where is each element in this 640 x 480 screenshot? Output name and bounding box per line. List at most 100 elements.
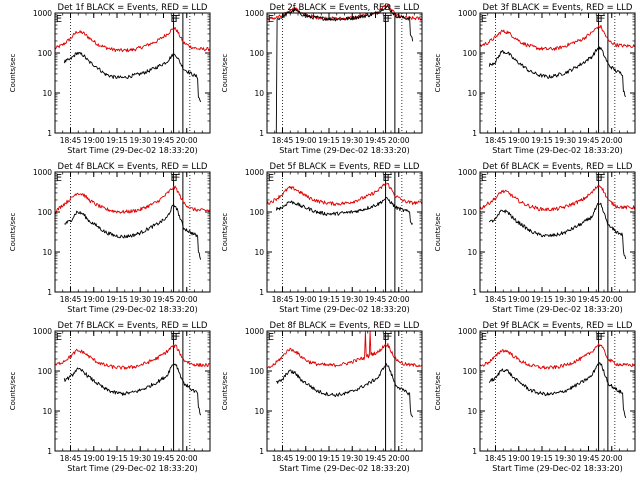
x-tick-label: 19:45 xyxy=(365,136,387,145)
y-tick-label: 1 xyxy=(259,288,264,297)
x-tick-label: 20:00 xyxy=(388,136,410,145)
e-marker: E xyxy=(595,173,601,184)
e-marker: E xyxy=(481,173,487,184)
x-tick-label: 19:00 xyxy=(83,295,105,304)
e-marker: E xyxy=(595,14,601,25)
series-events xyxy=(64,204,202,260)
x-tick-label: 19:30 xyxy=(554,136,576,145)
x-tick-label: 19:15 xyxy=(531,136,553,145)
x-tick-label: 20:00 xyxy=(601,136,623,145)
e-marker: E xyxy=(481,14,487,25)
y-tick-label: 100 xyxy=(250,208,265,217)
x-axis-label: Start Time (29-Dec-02 18:33:20) xyxy=(279,464,410,473)
panel-det-6: Det 6f BLACK = Events, RED = LLD Counts/s… xyxy=(434,162,636,314)
x-tick-label: 19:00 xyxy=(508,295,530,304)
y-tick-label: 1000 xyxy=(458,168,477,177)
x-axis-label: Start Time (29-Dec-02 18:33:20) xyxy=(67,464,198,473)
x-tick-label: 20:00 xyxy=(388,454,410,463)
x-tick-label: 20:00 xyxy=(388,295,410,304)
gap-label: F xyxy=(387,173,393,184)
series-lld xyxy=(54,26,211,53)
series-events xyxy=(488,46,627,97)
y-tick-label: 10 xyxy=(467,248,477,257)
gap-label: F xyxy=(387,14,393,25)
y-tick-label: 1000 xyxy=(33,327,52,336)
y-tick-label: 1000 xyxy=(33,9,52,18)
x-tick-label: 18:45 xyxy=(60,136,82,145)
panel-title: Det 4f BLACK = Events, RED = LLD xyxy=(58,162,208,172)
panel-det-9: Det 9f BLACK = Events, RED = LLD Counts/s… xyxy=(434,321,636,473)
gap-label: F xyxy=(600,14,606,25)
e-marker: E xyxy=(56,14,62,25)
series-lld xyxy=(54,185,211,214)
x-tick-label: 19:45 xyxy=(365,295,387,304)
gap-label: F xyxy=(175,173,181,184)
x-tick-label: 19:00 xyxy=(508,136,530,145)
x-tick-label: 19:45 xyxy=(153,136,175,145)
x-axis-label: Start Time (29-Dec-02 18:33:20) xyxy=(67,146,198,155)
e-marker: E xyxy=(268,14,274,25)
x-tick-label: 20:00 xyxy=(601,454,623,463)
x-tick-label: 20:00 xyxy=(176,295,198,304)
x-tick-label: 18:45 xyxy=(60,295,82,304)
y-axis-label: Counts/sec xyxy=(434,54,442,93)
y-tick-label: 1 xyxy=(47,129,52,138)
y-tick-label: 1 xyxy=(259,447,264,456)
x-tick-label: 19:30 xyxy=(129,136,151,145)
x-tick-label: 19:00 xyxy=(295,454,317,463)
series-events xyxy=(63,363,202,416)
series-events xyxy=(488,202,627,260)
y-tick-label: 100 xyxy=(38,367,53,376)
gap-label: F xyxy=(175,14,181,25)
series-events xyxy=(488,362,627,419)
gap-label: F xyxy=(600,332,606,343)
y-axis-label: Counts/sec xyxy=(221,372,229,411)
y-tick-label: 100 xyxy=(38,208,53,217)
series-lld xyxy=(266,330,423,369)
e-marker: E xyxy=(595,332,601,343)
e-marker: E xyxy=(170,332,176,343)
x-tick-label: 18:45 xyxy=(272,295,294,304)
x-tick-label: 19:30 xyxy=(341,136,363,145)
y-tick-label: 100 xyxy=(463,49,478,58)
y-axis-label: Counts/sec xyxy=(9,372,17,411)
x-tick-label: 19:45 xyxy=(578,454,600,463)
y-tick-label: 100 xyxy=(463,208,478,217)
x-axis-label: Start Time (29-Dec-02 18:33:20) xyxy=(492,146,623,155)
x-tick-label: 19:00 xyxy=(295,295,317,304)
x-tick-label: 19:15 xyxy=(106,136,128,145)
e-marker: E xyxy=(268,332,274,343)
x-tick-label: 20:00 xyxy=(601,295,623,304)
x-tick-label: 19:15 xyxy=(106,295,128,304)
e-marker: E xyxy=(382,173,388,184)
x-tick-label: 19:00 xyxy=(295,136,317,145)
x-tick-label: 19:00 xyxy=(83,454,105,463)
series-events xyxy=(63,51,202,103)
y-tick-label: 1 xyxy=(472,288,477,297)
y-tick-label: 1000 xyxy=(245,168,264,177)
gap-label: F xyxy=(600,173,606,184)
x-tick-label: 19:15 xyxy=(318,454,340,463)
x-axis-label: Start Time (29-Dec-02 18:33:20) xyxy=(492,305,623,314)
panel-det-2: Det 2f BLACK = Events, RED = LLD Counts/s… xyxy=(221,3,423,155)
panel-title: Det 6f BLACK = Events, RED = LLD xyxy=(483,162,633,172)
e-marker: E xyxy=(481,332,487,343)
e-marker: E xyxy=(56,332,62,343)
y-tick-label: 10 xyxy=(42,407,52,416)
x-tick-label: 19:45 xyxy=(153,295,175,304)
e-marker: E xyxy=(56,173,62,184)
x-tick-label: 19:15 xyxy=(531,295,553,304)
series-lld xyxy=(479,185,636,212)
x-tick-label: 19:30 xyxy=(554,295,576,304)
x-tick-label: 19:15 xyxy=(531,454,553,463)
y-axis-label: Counts/sec xyxy=(9,213,17,252)
panel-title: Det 7f BLACK = Events, RED = LLD xyxy=(58,321,208,331)
x-tick-label: 19:45 xyxy=(578,136,600,145)
x-axis-label: Start Time (29-Dec-02 18:33:20) xyxy=(492,464,623,473)
panel-title: Det 5f BLACK = Events, RED = LLD xyxy=(270,162,420,172)
x-tick-label: 18:45 xyxy=(485,136,507,145)
panel-title: Det 9f BLACK = Events, RED = LLD xyxy=(483,321,633,331)
x-tick-label: 20:00 xyxy=(176,454,198,463)
x-tick-label: 18:45 xyxy=(272,454,294,463)
